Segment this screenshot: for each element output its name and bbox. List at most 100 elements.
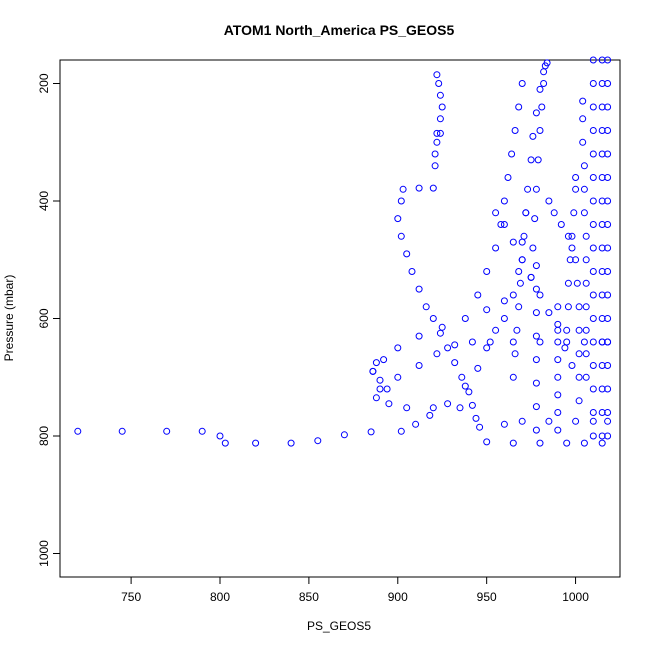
data-point — [589, 362, 597, 369]
data-point — [598, 56, 606, 64]
data-point — [554, 391, 562, 399]
data-point — [604, 432, 612, 440]
data-point — [536, 85, 544, 93]
data-point — [403, 404, 411, 412]
data-point — [515, 268, 523, 275]
data-point — [554, 409, 562, 416]
data-point — [589, 409, 597, 416]
data-point — [429, 404, 437, 412]
data-point — [532, 356, 540, 364]
data-point — [504, 174, 512, 181]
data-point — [540, 80, 548, 87]
data-point — [532, 185, 540, 193]
data-point — [468, 401, 476, 409]
data-point — [568, 244, 576, 252]
data-point — [492, 209, 500, 217]
data-point — [436, 115, 444, 123]
data-point — [589, 103, 597, 111]
data-point — [557, 221, 565, 228]
x-axis: 750 800 850 900 950 1000 — [121, 576, 589, 604]
data-point — [472, 414, 480, 422]
y-tick-label: 400 — [37, 191, 51, 211]
data-point — [604, 291, 612, 299]
data-point — [399, 185, 407, 193]
data-point — [598, 338, 606, 346]
data-point — [572, 185, 580, 193]
data-point — [221, 439, 229, 447]
data-point — [598, 315, 606, 322]
data-point — [582, 256, 590, 264]
data-point — [536, 439, 544, 447]
data-point — [536, 127, 544, 134]
data-point — [500, 315, 508, 322]
data-point — [604, 268, 612, 275]
data-point — [582, 373, 590, 381]
data-point — [492, 326, 500, 334]
data-point — [604, 221, 612, 228]
data-point — [580, 162, 588, 170]
data-point — [589, 385, 597, 393]
data-point — [500, 297, 508, 305]
data-point — [426, 411, 434, 419]
y-tick-label: 800 — [37, 426, 51, 446]
data-point — [604, 127, 612, 134]
data-point — [394, 373, 402, 381]
data-point — [604, 56, 612, 64]
data-point — [216, 432, 224, 440]
data-point — [598, 221, 606, 228]
data-point — [566, 256, 574, 264]
data-point — [513, 326, 521, 334]
data-point — [372, 394, 380, 402]
data-point — [532, 426, 540, 434]
data-point — [604, 150, 612, 158]
data-point — [508, 150, 516, 158]
data-point — [598, 150, 606, 158]
x-tick-label: 950 — [477, 590, 497, 604]
data-point — [568, 232, 576, 240]
data-point — [397, 197, 405, 205]
data-point — [509, 373, 517, 381]
data-point — [497, 221, 505, 228]
data-point — [451, 341, 459, 349]
data-point — [476, 423, 484, 431]
data-point — [532, 109, 540, 117]
data-point — [444, 344, 452, 352]
data-point — [598, 127, 606, 134]
data-point — [436, 91, 444, 99]
data-point — [589, 244, 597, 252]
data-point — [516, 279, 524, 287]
data-point — [483, 438, 491, 446]
data-point — [564, 303, 572, 311]
data-point — [509, 291, 517, 299]
y-tick-label: 200 — [37, 73, 51, 93]
data-point — [580, 209, 588, 217]
data-point — [598, 268, 606, 275]
data-point — [509, 238, 517, 246]
data-point — [518, 417, 526, 425]
data-point — [589, 432, 597, 440]
data-point — [429, 184, 437, 192]
data-point — [580, 439, 588, 447]
data-point — [582, 350, 590, 358]
data-point — [518, 80, 526, 87]
data-point — [492, 244, 500, 252]
data-point — [554, 373, 562, 381]
data-point — [403, 250, 411, 258]
data-point — [74, 427, 82, 435]
data-point — [541, 62, 549, 70]
data-point — [340, 431, 348, 439]
data-point — [532, 379, 540, 387]
data-point — [397, 232, 405, 240]
data-point — [563, 439, 571, 447]
y-axis: 200 400 600 800 1000 — [37, 73, 61, 567]
y-tick-label: 1000 — [37, 540, 51, 567]
data-point — [545, 197, 553, 205]
data-point — [520, 232, 528, 240]
data-point — [604, 315, 612, 322]
data-point — [598, 291, 606, 299]
data-point — [483, 344, 491, 352]
data-point — [598, 385, 606, 393]
data-point — [383, 385, 391, 393]
data-point — [589, 338, 597, 346]
